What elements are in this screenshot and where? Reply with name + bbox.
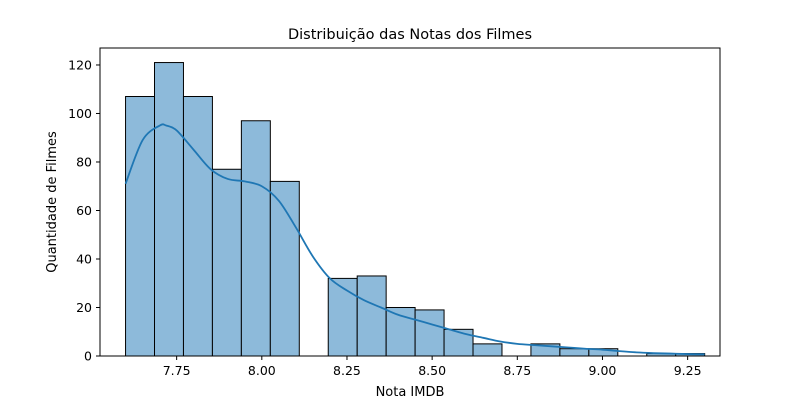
y-tick-label: 80 [76, 154, 92, 169]
histogram-bar [327, 277, 358, 357]
x-axis-label: Nota IMDB [376, 385, 445, 400]
plot-frame [99, 47, 721, 357]
y-tick-label: 0 [84, 349, 92, 364]
histogram-bar [269, 180, 300, 357]
histogram-bar [154, 62, 184, 357]
x-tick-label: 8.00 [248, 363, 276, 378]
y-tick-label: 20 [76, 300, 92, 315]
x-tick-label: 7.75 [163, 363, 191, 378]
histogram-bar [125, 96, 156, 357]
y-axis-label: Quantidade de Filmes [45, 131, 60, 273]
kde-curve [124, 123, 705, 356]
histogram-bar [211, 168, 242, 357]
x-axis-ticks: 7.75 8.00 8.25 8.50 8.75 9.00 9.25 [163, 356, 702, 378]
y-tick-label: 120 [68, 57, 92, 72]
x-tick-label: 9.00 [589, 363, 617, 378]
chart-title: Distribuição das Notas dos Filmes [288, 27, 532, 43]
histogram-bar [182, 96, 213, 357]
histogram-bar [414, 309, 445, 357]
y-axis-ticks: 0 20 40 60 80 100 120 [68, 57, 100, 364]
histogram-bar [472, 343, 503, 357]
histogram-bar [356, 275, 387, 357]
x-tick-label: 9.25 [674, 363, 702, 378]
x-tick-label: 8.25 [333, 363, 361, 378]
x-tick-label: 8.50 [418, 363, 446, 378]
histogram-bar [559, 348, 590, 357]
histogram-bar [443, 328, 474, 357]
y-tick-label: 40 [76, 251, 92, 266]
histogram-bar [240, 120, 271, 357]
y-tick-label: 60 [76, 203, 92, 218]
y-tick-label: 100 [68, 106, 92, 121]
x-tick-label: 8.75 [503, 363, 531, 378]
